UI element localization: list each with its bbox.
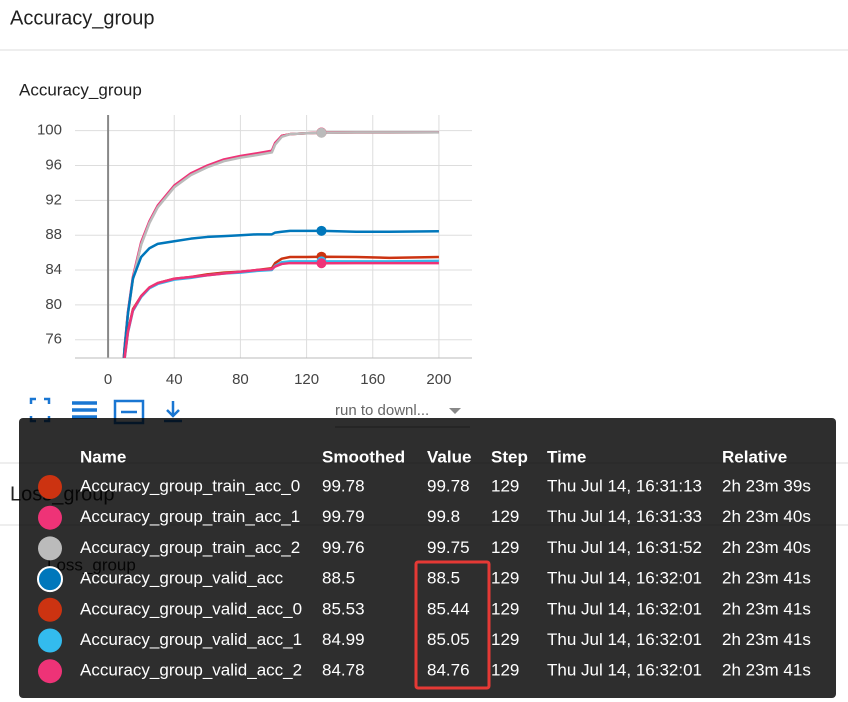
y-tick-label: 76 xyxy=(45,331,62,348)
cell-step: 129 xyxy=(491,661,519,680)
cell-smoothed: 99.78 xyxy=(322,476,365,495)
series-name: Accuracy_group_valid_acc xyxy=(80,569,284,588)
cell-value: 99.75 xyxy=(427,538,470,557)
cell-value: 85.44 xyxy=(427,599,470,618)
y-tick-label: 100 xyxy=(37,122,62,139)
download-select[interactable]: run to downl... xyxy=(335,402,429,419)
column-header: Name xyxy=(80,447,126,466)
x-tick-label: 120 xyxy=(294,371,319,388)
series-name: Accuracy_group_valid_acc_0 xyxy=(80,599,302,618)
x-tick-label: 40 xyxy=(166,371,183,388)
cell-smoothed: 99.79 xyxy=(322,507,365,526)
cell-relative: 2h 23m 40s xyxy=(722,507,811,526)
cell-value: 99.78 xyxy=(427,476,470,495)
series-name: Accuracy_group_train_acc_0 xyxy=(80,476,300,495)
cell-relative: 2h 23m 39s xyxy=(722,476,811,495)
cell-step: 129 xyxy=(491,507,519,526)
page-title: Accuracy_group xyxy=(10,7,155,29)
series-name: Accuracy_group_valid_acc_2 xyxy=(80,661,302,680)
cell-step: 129 xyxy=(491,569,519,588)
cell-smoothed: 85.53 xyxy=(322,599,365,618)
y-tick-label: 84 xyxy=(45,261,62,278)
highlight-box xyxy=(414,560,491,690)
color-swatch xyxy=(38,475,62,499)
column-header: Value xyxy=(427,447,471,466)
column-header: Step xyxy=(491,447,528,466)
cell-time: Thu Jul 14, 16:31:13 xyxy=(547,476,702,495)
toggle-log-icon[interactable] xyxy=(72,401,97,419)
series-line xyxy=(123,261,439,358)
hover-dot xyxy=(316,127,327,138)
download-icon[interactable] xyxy=(121,401,182,423)
x-tick-label: 160 xyxy=(360,371,385,388)
hover-dot xyxy=(316,258,327,269)
tooltip xyxy=(19,418,836,698)
column-header: Smoothed xyxy=(322,447,405,466)
x-tick-label: 80 xyxy=(232,371,249,388)
column-header: Time xyxy=(547,447,586,466)
color-swatch xyxy=(38,505,62,530)
series-line xyxy=(122,131,439,358)
color-swatch xyxy=(37,566,63,593)
column-header: Relative xyxy=(722,447,787,466)
chart-title: Accuracy_group xyxy=(19,80,142,99)
y-tick-label: 88 xyxy=(45,226,62,243)
fullscreen-icon[interactable] xyxy=(29,397,51,423)
series-name: Accuracy_group_train_acc_1 xyxy=(80,507,300,526)
y-tick-label: 80 xyxy=(45,296,62,313)
cell-relative: 2h 23m 41s xyxy=(722,599,811,618)
series-name: Accuracy_group_valid_acc_1 xyxy=(80,630,302,649)
cell-smoothed: 84.78 xyxy=(322,661,365,680)
color-swatch xyxy=(38,659,62,684)
tooltip-table: Name Smoothed Value Step Time Relative Accurac… xyxy=(37,447,811,684)
cell-time: Thu Jul 14, 16:31:52 xyxy=(547,538,702,557)
cell-smoothed: 84.99 xyxy=(322,630,365,649)
cell-time: Thu Jul 14, 16:32:01 xyxy=(547,661,702,680)
cell-value: 84.76 xyxy=(427,661,470,680)
cell-step: 129 xyxy=(491,538,519,557)
dropdown-arrow xyxy=(449,408,461,414)
hover-dot xyxy=(316,225,327,236)
cell-relative: 2h 23m 41s xyxy=(722,630,811,649)
cell-step: 129 xyxy=(491,599,519,618)
cell-smoothed: 99.76 xyxy=(322,538,365,557)
cell-relative: 2h 23m 40s xyxy=(722,538,811,557)
cell-time: Thu Jul 14, 16:31:33 xyxy=(547,507,702,526)
cell-time: Thu Jul 14, 16:32:01 xyxy=(547,599,702,618)
cell-value: 85.05 xyxy=(427,630,470,649)
cell-time: Thu Jul 14, 16:32:01 xyxy=(547,630,702,649)
cell-value: 88.5 xyxy=(427,569,460,588)
color-swatch xyxy=(38,536,62,561)
series-group xyxy=(122,127,439,358)
x-tick-label: 200 xyxy=(426,371,451,388)
cell-step: 129 xyxy=(491,630,519,649)
y-tick-label: 96 xyxy=(45,156,62,173)
plot-area: 76 80 84 88 92 96 100 0 40 80 120 160 200 xyxy=(37,115,472,388)
series-name: Accuracy_group_train_acc_2 xyxy=(80,538,300,557)
cell-time: Thu Jul 14, 16:32:01 xyxy=(547,569,702,588)
y-tick-label: 92 xyxy=(45,191,62,208)
cell-relative: 2h 23m 41s xyxy=(722,569,811,588)
cell-relative: 2h 23m 41s xyxy=(722,661,811,680)
color-swatch xyxy=(38,628,62,653)
cell-smoothed: 88.5 xyxy=(322,569,355,588)
color-swatch xyxy=(38,597,62,622)
cell-value: 99.8 xyxy=(427,507,460,526)
x-tick-label: 0 xyxy=(104,371,112,388)
series-line xyxy=(122,229,439,358)
cell-step: 129 xyxy=(491,476,519,495)
